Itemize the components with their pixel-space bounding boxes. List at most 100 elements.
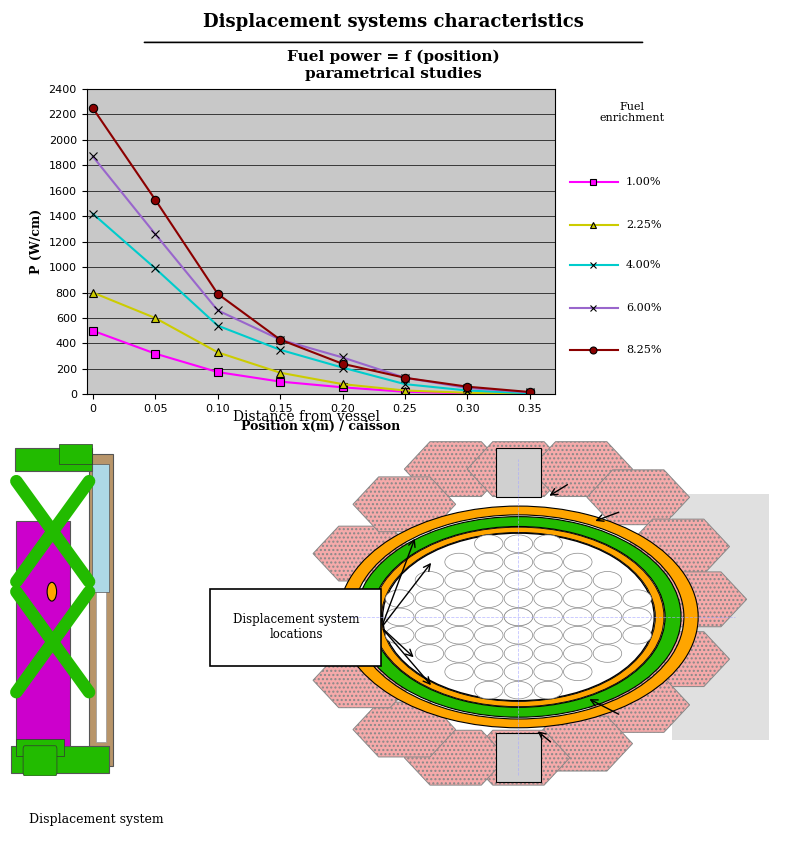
Circle shape <box>504 553 533 571</box>
Circle shape <box>534 663 563 681</box>
Circle shape <box>534 572 563 589</box>
Circle shape <box>475 681 503 699</box>
Circle shape <box>416 608 444 626</box>
Circle shape <box>445 590 473 607</box>
Bar <box>496 448 541 497</box>
Circle shape <box>563 590 592 607</box>
Circle shape <box>534 681 563 699</box>
Circle shape <box>416 627 444 644</box>
Circle shape <box>593 608 622 626</box>
Circle shape <box>504 681 533 699</box>
Circle shape <box>534 644 563 662</box>
Polygon shape <box>313 653 416 708</box>
Circle shape <box>475 553 503 571</box>
Circle shape <box>475 590 503 607</box>
Circle shape <box>563 553 592 571</box>
Circle shape <box>475 608 503 626</box>
Polygon shape <box>353 702 456 757</box>
Circle shape <box>534 627 563 644</box>
Circle shape <box>563 644 592 662</box>
Polygon shape <box>626 632 730 687</box>
Polygon shape <box>587 678 689 733</box>
Polygon shape <box>587 470 689 525</box>
FancyBboxPatch shape <box>23 745 57 776</box>
Circle shape <box>445 644 473 662</box>
Circle shape <box>475 644 503 662</box>
Bar <box>17 522 71 749</box>
Circle shape <box>475 663 503 681</box>
Bar <box>496 733 541 783</box>
Text: parametrical studies: parametrical studies <box>305 66 482 81</box>
Text: 4.00%: 4.00% <box>626 260 662 270</box>
Circle shape <box>534 535 563 553</box>
Circle shape <box>504 608 533 626</box>
Circle shape <box>445 608 473 626</box>
Circle shape <box>504 627 533 644</box>
Bar <box>89 455 113 766</box>
Circle shape <box>386 590 414 607</box>
Polygon shape <box>405 730 507 785</box>
Polygon shape <box>530 442 633 497</box>
Circle shape <box>623 627 652 644</box>
Polygon shape <box>313 526 416 581</box>
Bar <box>672 494 770 740</box>
Text: Displacement systems characteristics: Displacement systems characteristics <box>203 13 584 31</box>
Bar <box>93 465 109 592</box>
Circle shape <box>534 590 563 607</box>
Text: 8.25%: 8.25% <box>626 345 662 355</box>
Text: Displacement system: Displacement system <box>29 812 164 826</box>
Polygon shape <box>308 589 410 644</box>
Circle shape <box>475 535 503 553</box>
Circle shape <box>386 608 414 626</box>
Circle shape <box>47 583 57 601</box>
Circle shape <box>475 627 503 644</box>
Text: 1.00%: 1.00% <box>626 177 662 187</box>
Circle shape <box>623 590 652 607</box>
Circle shape <box>534 553 563 571</box>
Circle shape <box>593 644 622 662</box>
Circle shape <box>504 663 533 681</box>
Circle shape <box>504 535 533 553</box>
Polygon shape <box>467 442 570 497</box>
Circle shape <box>623 608 652 626</box>
Text: Displacement system
locations: Displacement system locations <box>233 613 359 641</box>
Bar <box>96 481 106 743</box>
Circle shape <box>534 608 563 626</box>
Circle shape <box>382 533 654 700</box>
Circle shape <box>563 663 592 681</box>
Circle shape <box>445 627 473 644</box>
X-axis label: Position x(m) / caisson: Position x(m) / caisson <box>241 420 401 432</box>
Circle shape <box>416 644 444 662</box>
Text: 6.00%: 6.00% <box>626 303 662 313</box>
Circle shape <box>563 608 592 626</box>
Bar <box>17 739 64 756</box>
Circle shape <box>504 608 533 626</box>
Circle shape <box>445 553 473 571</box>
Y-axis label: P (W/cm): P (W/cm) <box>30 209 43 274</box>
Circle shape <box>593 590 622 607</box>
Bar <box>11 745 109 773</box>
Polygon shape <box>644 572 747 627</box>
Circle shape <box>445 663 473 681</box>
Polygon shape <box>353 477 456 532</box>
Circle shape <box>593 627 622 644</box>
FancyBboxPatch shape <box>210 589 382 667</box>
Circle shape <box>504 572 533 589</box>
Circle shape <box>563 627 592 644</box>
Circle shape <box>445 572 473 589</box>
Polygon shape <box>530 717 633 771</box>
Circle shape <box>593 572 622 589</box>
Polygon shape <box>467 730 570 785</box>
Polygon shape <box>405 442 507 497</box>
Text: Fuel
enrichment: Fuel enrichment <box>599 102 664 123</box>
Circle shape <box>416 572 444 589</box>
Bar <box>15 448 93 471</box>
Bar <box>59 444 93 465</box>
Circle shape <box>386 627 414 644</box>
Text: Fuel power = f (position): Fuel power = f (position) <box>287 49 500 64</box>
Text: 2.25%: 2.25% <box>626 220 662 230</box>
Circle shape <box>504 644 533 662</box>
Circle shape <box>416 590 444 607</box>
Polygon shape <box>626 519 730 574</box>
Text: Distance from vessel: Distance from vessel <box>234 410 380 424</box>
